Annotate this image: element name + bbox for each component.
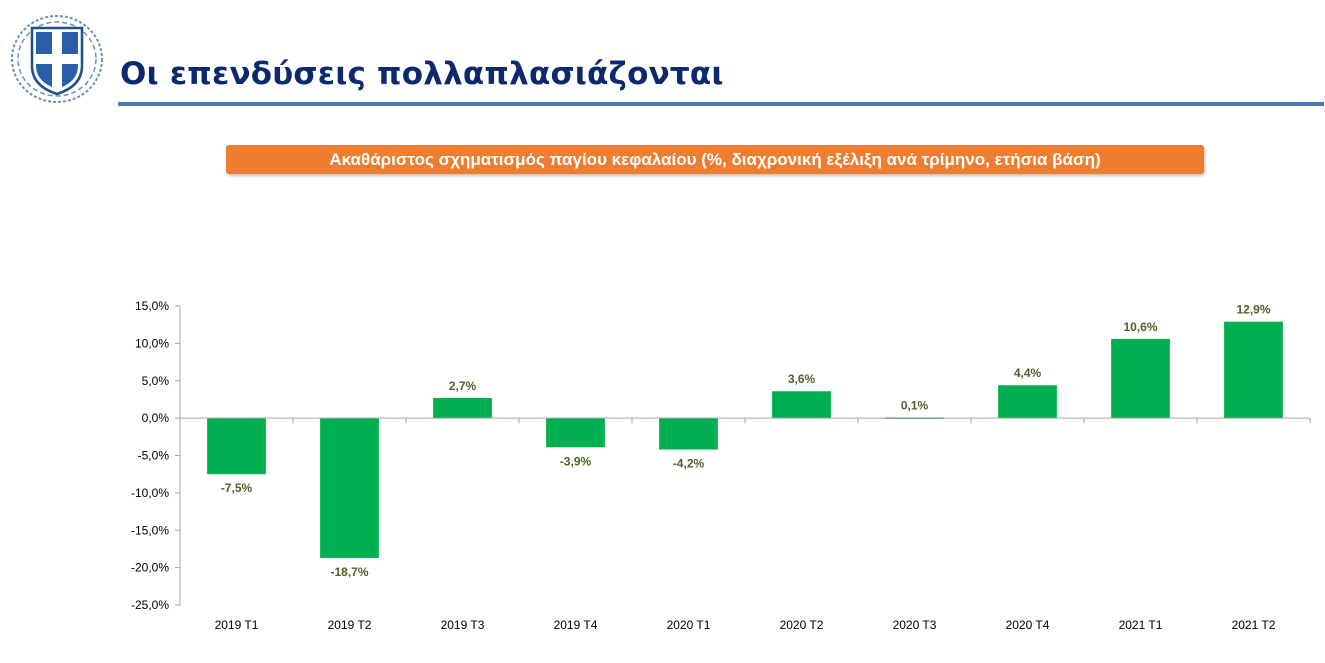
x-tick-label: 2019 T4 bbox=[554, 618, 598, 632]
y-tick-label: -10,0% bbox=[131, 486, 169, 500]
y-tick-label: -15,0% bbox=[131, 523, 169, 537]
bars bbox=[207, 321, 1283, 558]
x-tick-label: 2019 T3 bbox=[441, 618, 485, 632]
x-tick-label: 2020 T1 bbox=[667, 618, 711, 632]
data-label: -18,7% bbox=[330, 565, 368, 579]
y-tick-label: 15,0% bbox=[135, 299, 169, 313]
y-tick-label: 5,0% bbox=[142, 374, 170, 388]
page-title: Οι επενδύσεις πολλαπλασιάζονται bbox=[120, 56, 724, 92]
x-tick-label: 2020 T2 bbox=[780, 618, 824, 632]
data-label: 4,4% bbox=[1014, 366, 1042, 380]
y-tick-label: -20,0% bbox=[131, 561, 169, 575]
bar bbox=[433, 397, 492, 419]
x-tick-label: 2019 T2 bbox=[328, 618, 372, 632]
x-tick-label: 2020 T4 bbox=[1006, 618, 1050, 632]
data-label: -7,5% bbox=[221, 481, 253, 495]
chart-title: Ακαθάριστος σχηματισμός παγίου κεφαλαίου… bbox=[226, 145, 1204, 174]
bar bbox=[320, 418, 379, 558]
bar bbox=[207, 418, 266, 475]
x-tick-label: 2021 T1 bbox=[1119, 618, 1163, 632]
title-underline bbox=[118, 102, 1324, 106]
y-tick-label: 10,0% bbox=[135, 336, 169, 350]
x-tick-label: 2021 T2 bbox=[1232, 618, 1276, 632]
data-label: 0,1% bbox=[901, 398, 929, 412]
bar bbox=[659, 418, 718, 450]
data-labels: -7,5% -18,7% 2,7% -3,9% -4,2% 3,6% 0,1% 4,4% 10,… bbox=[221, 303, 1271, 579]
bar bbox=[1224, 321, 1283, 419]
bar bbox=[998, 385, 1057, 419]
y-tick-label: 0,0% bbox=[142, 411, 170, 425]
y-tick-label: -5,0% bbox=[138, 449, 170, 463]
bar bbox=[772, 391, 831, 419]
x-axis: 2019 T1 2019 T2 2019 T3 2019 T4 2020 T1 2020 … bbox=[180, 417, 1311, 632]
data-label: 12,9% bbox=[1236, 303, 1270, 317]
data-label: 2,7% bbox=[449, 379, 477, 393]
x-tick-label: 2019 T1 bbox=[215, 618, 259, 632]
data-label: 3,6% bbox=[788, 372, 816, 386]
bar bbox=[1111, 338, 1170, 419]
x-tick-label: 2020 T3 bbox=[893, 618, 937, 632]
data-label: -3,9% bbox=[560, 454, 592, 468]
bar bbox=[546, 418, 605, 448]
data-label: -4,2% bbox=[673, 457, 705, 471]
greek-coat-of-arms-icon bbox=[11, 15, 103, 103]
y-axis: 15,0% 10,0% 5,0% 0,0% -5,0% -10,0% -15,0% -20,0… bbox=[131, 299, 181, 612]
y-tick-label: -25,0% bbox=[131, 598, 169, 612]
data-label: 10,6% bbox=[1123, 320, 1157, 334]
